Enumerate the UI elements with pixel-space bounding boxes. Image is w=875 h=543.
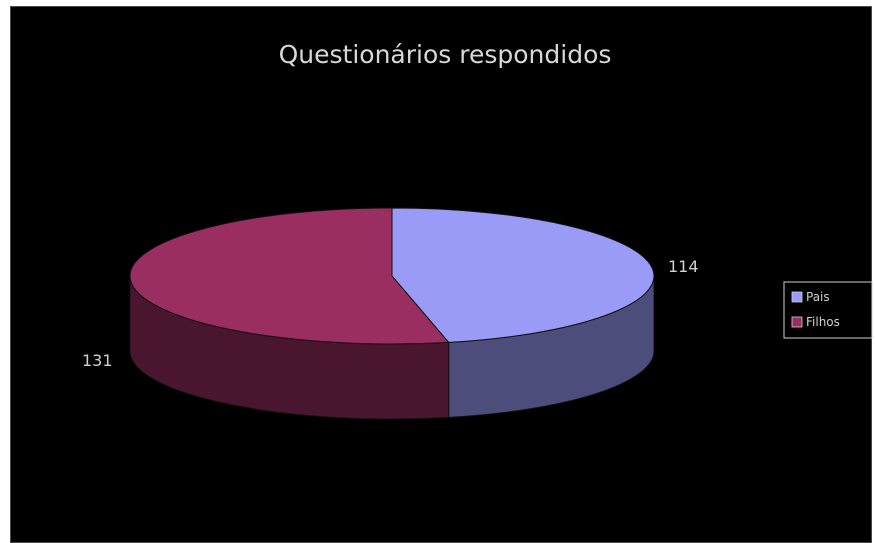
legend-swatch-pais: [791, 291, 803, 303]
pie-slice-pais: [391, 207, 655, 343]
data-label-pais: 114: [668, 257, 699, 276]
legend-label-pais: Pais: [806, 290, 830, 304]
chart-title: Questionários respondidos: [279, 40, 612, 69]
data-label-filhos: 131: [82, 351, 113, 370]
legend-box: [783, 281, 873, 339]
legend: Pais Filhos: [783, 281, 873, 339]
legend-label-filhos: Filhos: [806, 315, 840, 329]
pie-slice-filhos: [129, 207, 450, 345]
pie-group: [129, 207, 655, 420]
legend-swatch-filhos: [791, 316, 803, 328]
